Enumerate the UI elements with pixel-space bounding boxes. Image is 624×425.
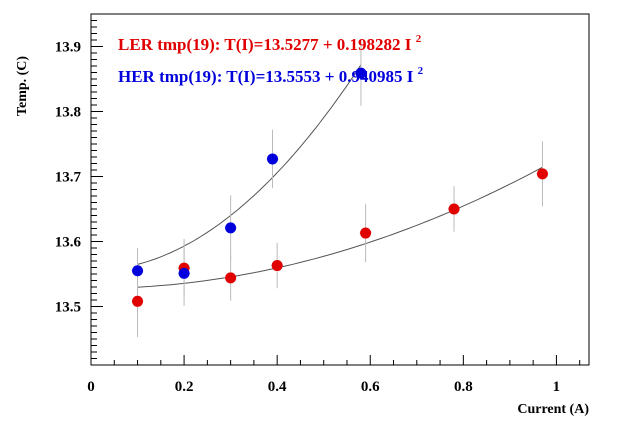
fit-curves (137, 64, 543, 288)
legend-her-exponent: 2 (418, 65, 424, 77)
legend-her-formula: HER tmp(19): T(I)=13.5553 + 0.940985 I (118, 67, 414, 86)
x-tick-label: 1 (553, 379, 561, 395)
x-tick-label: 0.6 (361, 379, 380, 395)
data-point-her (178, 267, 190, 279)
data-point-ler (271, 260, 283, 272)
x-tick-label: 0 (87, 379, 95, 395)
y-axis-title: Temp. (C) (15, 56, 30, 116)
x-tick-label: 0.4 (268, 379, 287, 395)
data-points (132, 67, 548, 307)
data-point-ler (536, 168, 548, 180)
data-point-ler (132, 295, 144, 307)
data-point-her (355, 67, 367, 79)
data-point-her (267, 153, 279, 165)
data-point-ler (448, 203, 460, 215)
data-point-her (132, 265, 144, 277)
y-tick-label: 13.7 (55, 170, 82, 186)
y-tick-label: 13.6 (55, 235, 82, 251)
data-point-ler (360, 227, 372, 239)
y-tick-label: 13.8 (55, 105, 81, 121)
fit-curve-ler (137, 166, 543, 288)
x-axis-title: Current (A) (517, 402, 589, 417)
legend-her: HER tmp(19): T(I)=13.5553 + 0.940985 I 2 (118, 65, 424, 86)
axis-ticks: 0 0.2 0.4 0.6 0.8 1 13.5 13.6 13.7 13.8 13.9 (55, 20, 581, 395)
y-tick-label: 13.5 (55, 300, 81, 316)
data-point-ler (225, 272, 237, 284)
x-tick-label: 0.8 (454, 379, 473, 395)
legend-ler-exponent: 2 (416, 33, 422, 45)
y-tick-label: 13.9 (55, 40, 81, 56)
legend-ler-formula: LER tmp(19): T(I)=13.5277 + 0.198282 I (118, 35, 412, 54)
data-point-her (225, 222, 237, 234)
fit-curve-her (137, 64, 362, 265)
x-tick-label: 0.2 (175, 379, 194, 395)
legend-ler: LER tmp(19): T(I)=13.5277 + 0.198282 I 2 (118, 33, 422, 54)
